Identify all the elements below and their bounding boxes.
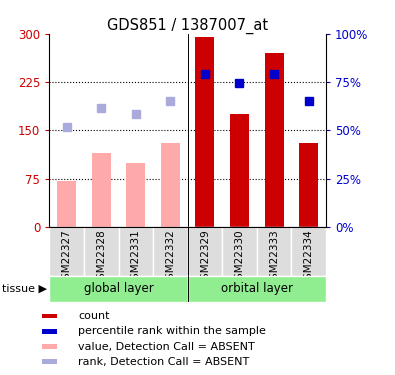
Bar	[57, 180, 76, 227]
FancyBboxPatch shape	[188, 227, 222, 276]
Bar	[265, 53, 284, 227]
Text: global layer: global layer	[84, 282, 153, 295]
Text: percentile rank within the sample: percentile rank within the sample	[78, 326, 266, 336]
Text: GSM22333: GSM22333	[269, 229, 279, 286]
Bar	[41, 359, 57, 364]
Text: value, Detection Call = ABSENT: value, Detection Call = ABSENT	[78, 342, 255, 351]
Text: rank, Detection Call = ABSENT: rank, Detection Call = ABSENT	[78, 357, 249, 367]
Bar	[161, 143, 180, 227]
FancyBboxPatch shape	[222, 227, 257, 276]
Text: GSM22327: GSM22327	[62, 229, 71, 286]
Text: GSM22331: GSM22331	[131, 229, 141, 286]
Text: GSM22334: GSM22334	[304, 229, 314, 286]
Bar	[41, 314, 57, 318]
Text: GSM22328: GSM22328	[96, 229, 106, 286]
Bar	[41, 344, 57, 349]
Bar	[92, 153, 111, 227]
FancyBboxPatch shape	[153, 227, 188, 276]
Text: GSM22332: GSM22332	[166, 229, 175, 286]
Bar	[299, 143, 318, 227]
FancyBboxPatch shape	[188, 276, 326, 302]
Title: GDS851 / 1387007_at: GDS851 / 1387007_at	[107, 18, 268, 34]
FancyBboxPatch shape	[257, 227, 292, 276]
Bar	[196, 37, 214, 227]
FancyBboxPatch shape	[49, 227, 84, 276]
FancyBboxPatch shape	[49, 276, 188, 302]
Bar	[41, 329, 57, 334]
FancyBboxPatch shape	[292, 227, 326, 276]
Text: orbital layer: orbital layer	[221, 282, 293, 295]
Bar	[230, 114, 249, 227]
FancyBboxPatch shape	[118, 227, 153, 276]
Text: GSM22330: GSM22330	[235, 229, 245, 286]
Text: tissue ▶: tissue ▶	[2, 284, 47, 294]
Text: GSM22329: GSM22329	[200, 229, 210, 286]
Text: count: count	[78, 311, 109, 321]
Bar	[126, 162, 145, 227]
FancyBboxPatch shape	[84, 227, 118, 276]
